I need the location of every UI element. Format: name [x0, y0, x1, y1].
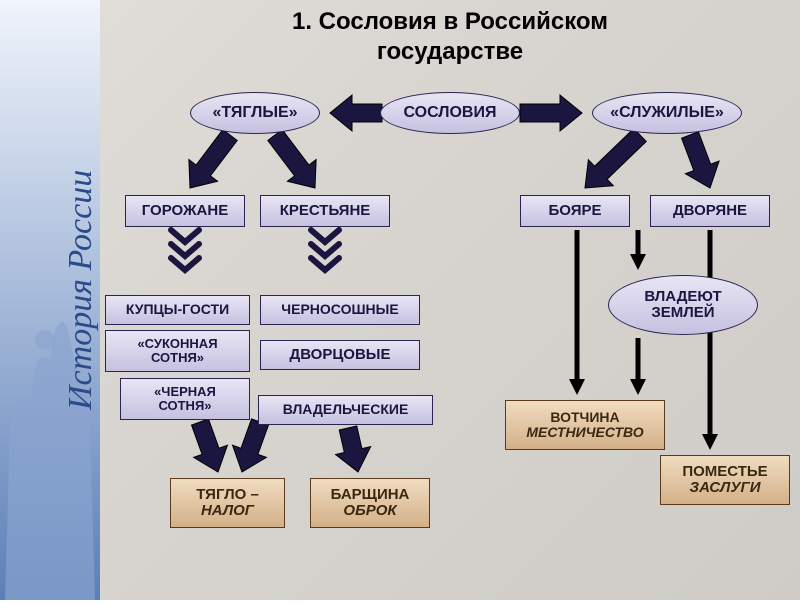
node-votchina: ВОТЧИНАМЕСТНИЧЕСТВО	[505, 400, 665, 450]
node-tyaglye: «ТЯГЛЫЕ»	[190, 92, 320, 134]
node-boyare: БОЯРЕ	[520, 195, 630, 227]
node-gorozhane: ГОРОЖАНЕ	[125, 195, 245, 227]
node-barshchina: БАРЩИНАОБРОК	[310, 478, 430, 528]
slide-title-line1: 1. Сословия в Российском	[200, 8, 700, 36]
node-sosloviya: СОСЛОВИЯ	[380, 92, 520, 134]
node-dvortsovye: ДВОРЦОВЫЕ	[260, 340, 420, 370]
slide-title-line2: государстве	[200, 38, 700, 66]
node-chernososhnye: ЧЕРНОСОШНЫЕ	[260, 295, 420, 325]
diagram-canvas: История России 1. Сословия в Российском …	[0, 0, 800, 600]
node-tyaglo: ТЯГЛО –НАЛОГ	[170, 478, 285, 528]
node-vladeyut: ВЛАДЕЮТЗЕМЛЕЙ	[608, 275, 758, 335]
sidebar: История России	[0, 0, 100, 600]
node-vladelcheskie: ВЛАДЕЛЬЧЕСКИЕ	[258, 395, 433, 425]
node-kuptsy: КУПЦЫ-ГОСТИ	[105, 295, 250, 325]
node-chernaya: «ЧЕРНАЯСОТНЯ»	[120, 378, 250, 420]
node-pomestye: ПОМЕСТЬЕЗАСЛУГИ	[660, 455, 790, 505]
node-sluzhilye: «СЛУЖИЛЫЕ»	[592, 92, 742, 134]
node-dvoryane: ДВОРЯНЕ	[650, 195, 770, 227]
node-sukonnaya: «СУКОННАЯСОТНЯ»	[105, 330, 250, 372]
node-krestyane: КРЕСТЬЯНЕ	[260, 195, 390, 227]
sidebar-title: История России	[62, 170, 100, 410]
